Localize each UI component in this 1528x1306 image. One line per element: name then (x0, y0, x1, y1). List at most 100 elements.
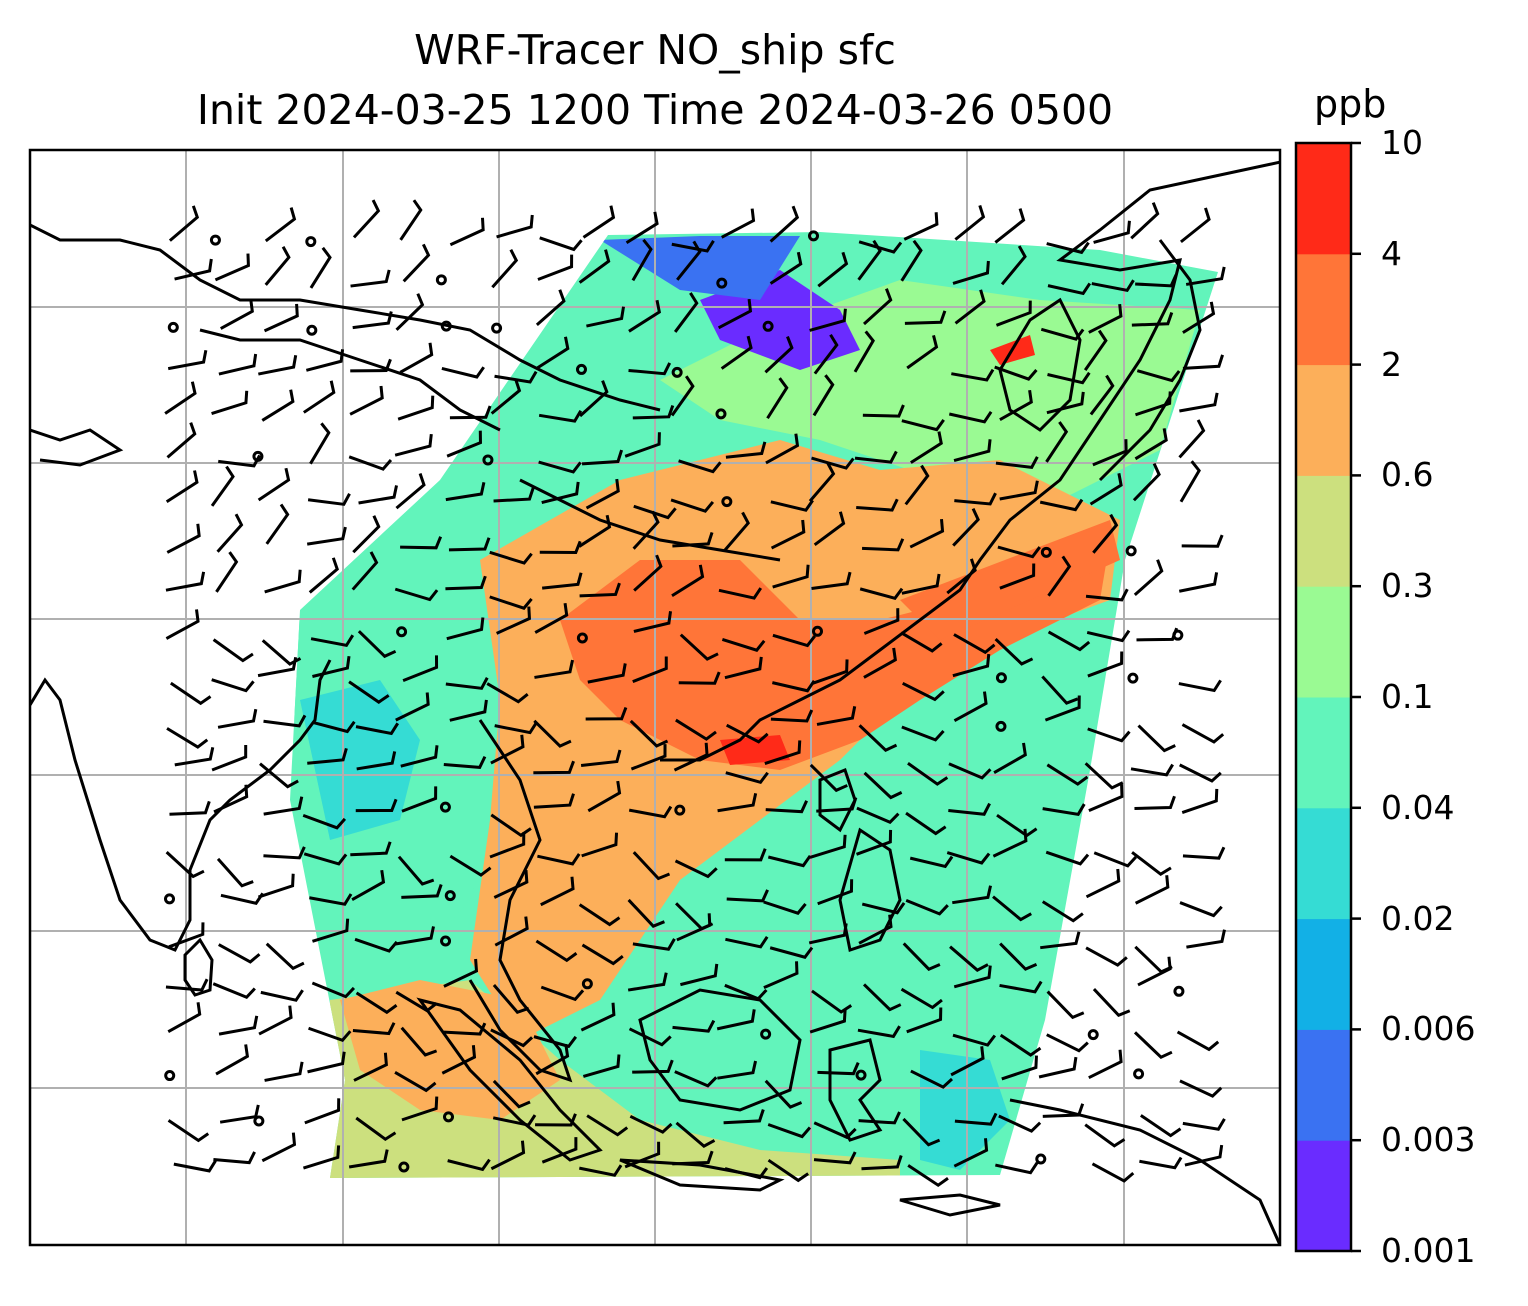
wind-barb (261, 389, 295, 422)
wind-barb (219, 1104, 260, 1124)
wind-barb (995, 1161, 1039, 1175)
coast-borneo (638, 988, 802, 1112)
wind-barb (670, 498, 715, 513)
wind-barb (264, 246, 291, 286)
wind-barb (717, 298, 753, 330)
border-inland-3 (519, 478, 781, 562)
calm-wind-marker (671, 366, 683, 378)
wind-barb (858, 724, 898, 752)
wind-barb (1139, 1156, 1183, 1170)
wind-barb (767, 1158, 810, 1183)
wind-barb (309, 422, 331, 465)
wind-barb (1039, 498, 1084, 512)
wind-barb (999, 980, 1043, 994)
wind-barb (1092, 439, 1128, 467)
wind-barb (808, 462, 836, 503)
wind-barb (538, 460, 582, 474)
wind-barb (1186, 929, 1226, 949)
wind-barb (949, 945, 989, 972)
calm-wind-marker (1172, 629, 1184, 641)
wind-barb (633, 504, 677, 520)
wind-barb (218, 1015, 259, 1036)
wind-barb (585, 706, 628, 721)
wind-barb (724, 656, 763, 680)
wind-barb (858, 1111, 901, 1125)
wind-barb (494, 916, 529, 947)
wind-barb (629, 1114, 673, 1134)
calm-wind-marker (444, 890, 456, 902)
wind-barb (725, 935, 769, 949)
map-title-line1: WRF-Tracer NO_ship sfc (414, 26, 896, 74)
wind-barb (578, 903, 621, 927)
wind-barb (900, 631, 943, 653)
wind-barb (674, 859, 718, 879)
colorbar-frame (1294, 141, 1353, 1253)
wind-barb (948, 762, 992, 780)
wind-barb (1179, 392, 1219, 413)
wind-barb (533, 793, 575, 809)
colorbar-segment (1296, 1140, 1351, 1252)
wind-barb (1089, 473, 1123, 506)
wind-barb (261, 639, 302, 666)
coast-sri-lanka (183, 937, 214, 997)
wind-barb (302, 1145, 341, 1170)
colorbar-tick-label: 0.3 (1381, 566, 1434, 606)
wind-barbs (164, 199, 1226, 1188)
wind-barb (580, 1002, 616, 1032)
wind-barb (953, 965, 992, 989)
wind-barb (633, 554, 663, 592)
wind-barb (718, 587, 763, 600)
wind-barb (257, 467, 291, 502)
wind-barb (716, 1009, 756, 1031)
wind-barb (627, 972, 668, 992)
wind-barb (541, 481, 580, 505)
wind-barb (853, 330, 875, 373)
wind-barb (1088, 304, 1123, 334)
wind-barb (210, 465, 235, 507)
wind-barb (946, 851, 991, 865)
concentration-field (290, 232, 1218, 1178)
wind-barb (763, 900, 807, 915)
calm-wind-marker (995, 720, 1007, 732)
wind-barb (491, 249, 519, 289)
wind-barb (809, 308, 847, 332)
wind-barb (954, 1112, 998, 1126)
wind-barb (721, 208, 756, 239)
wind-barb (672, 1150, 714, 1166)
wind-barb (628, 299, 661, 333)
wind-barb (861, 1155, 903, 1171)
coast-india (30, 659, 332, 952)
wind-barb (723, 1109, 765, 1125)
wind-barb (764, 336, 794, 374)
wind-barb (581, 832, 619, 858)
wind-barb (627, 898, 665, 928)
wind-barb (999, 389, 1033, 421)
map-title-line2: Init 2024-03-25 1200 Time 2024-03-26 050… (196, 86, 1114, 134)
wind-barb (443, 958, 479, 988)
wind-barb (863, 608, 900, 635)
wind-barb (1046, 241, 1090, 255)
wind-barb (952, 508, 980, 547)
wind-barb (1044, 695, 1081, 722)
wind-barb (670, 375, 695, 417)
wind-barb (578, 249, 611, 284)
wind-barb (769, 205, 800, 243)
wind-barb (304, 1098, 341, 1125)
wind-barb (678, 671, 721, 685)
wind-barb (992, 895, 1032, 922)
wind-barb (902, 942, 941, 972)
wind-barb (1087, 651, 1124, 678)
wind-barb (1179, 763, 1222, 783)
wind-barb (725, 723, 769, 744)
wind-barb (952, 260, 990, 285)
wind-barb (998, 1114, 1042, 1133)
calm-wind-marker (995, 672, 1007, 684)
wind-barb (862, 404, 905, 418)
wind-barb (395, 692, 430, 722)
wind-barb (165, 978, 209, 992)
wind-barb (717, 793, 758, 813)
wind-barb (213, 1151, 256, 1165)
wind-barb (348, 1149, 389, 1169)
wind-barb (302, 380, 336, 414)
